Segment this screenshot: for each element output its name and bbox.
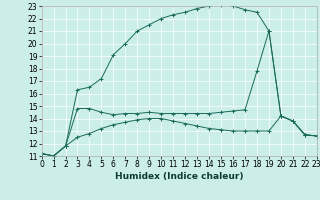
X-axis label: Humidex (Indice chaleur): Humidex (Indice chaleur): [115, 172, 244, 181]
